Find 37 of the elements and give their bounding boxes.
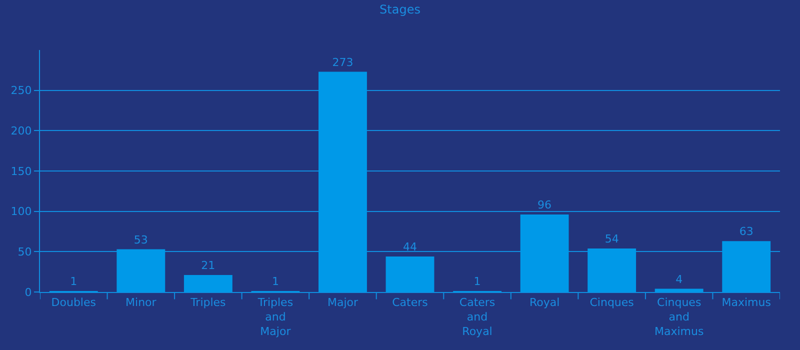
bar: [722, 241, 771, 292]
y-tick-label: 50: [18, 246, 32, 259]
bar: [654, 288, 704, 292]
data-label: 53: [134, 233, 148, 246]
x-tick-label: Caters: [392, 296, 428, 310]
data-label: 54: [604, 232, 619, 246]
y-tick-label: 100: [10, 205, 32, 218]
data-label: 44: [403, 240, 417, 254]
x-tick-label: Cinques and Maximus: [654, 296, 704, 338]
x-tick-label: Major: [327, 296, 358, 310]
x-tick-label: Maximus: [722, 296, 772, 310]
data-label: 96: [538, 198, 552, 212]
data-label: 63: [739, 225, 754, 238]
data-label: 273: [332, 56, 354, 69]
chart-title: Stages: [380, 2, 420, 17]
data-label: 1: [272, 275, 279, 288]
bar: [386, 256, 434, 292]
data-label: 1: [474, 275, 481, 288]
y-tick-label: 150: [10, 164, 32, 178]
bar: [318, 72, 367, 292]
y-tick-label: 0: [24, 286, 32, 299]
x-tick-label: Cinques: [590, 296, 634, 310]
bar: [184, 275, 232, 292]
x-tick-label: Minor: [126, 296, 157, 310]
bar: [520, 214, 569, 292]
x-tick-label: Triples: [190, 296, 226, 310]
bar: [116, 249, 166, 292]
bar: [588, 248, 636, 292]
x-tick-label: Doubles: [51, 296, 96, 310]
y-tick-label: 200: [10, 124, 32, 138]
x-tick-label: Triples and Major: [256, 296, 294, 338]
x-tick-label: Caters and Royal: [459, 296, 496, 338]
data-label: 1: [70, 275, 78, 288]
x-tick-label: Royal: [529, 296, 560, 310]
data-label: 21: [201, 259, 216, 272]
y-tick-label: 250: [10, 84, 32, 98]
data-label: 4: [676, 272, 683, 286]
